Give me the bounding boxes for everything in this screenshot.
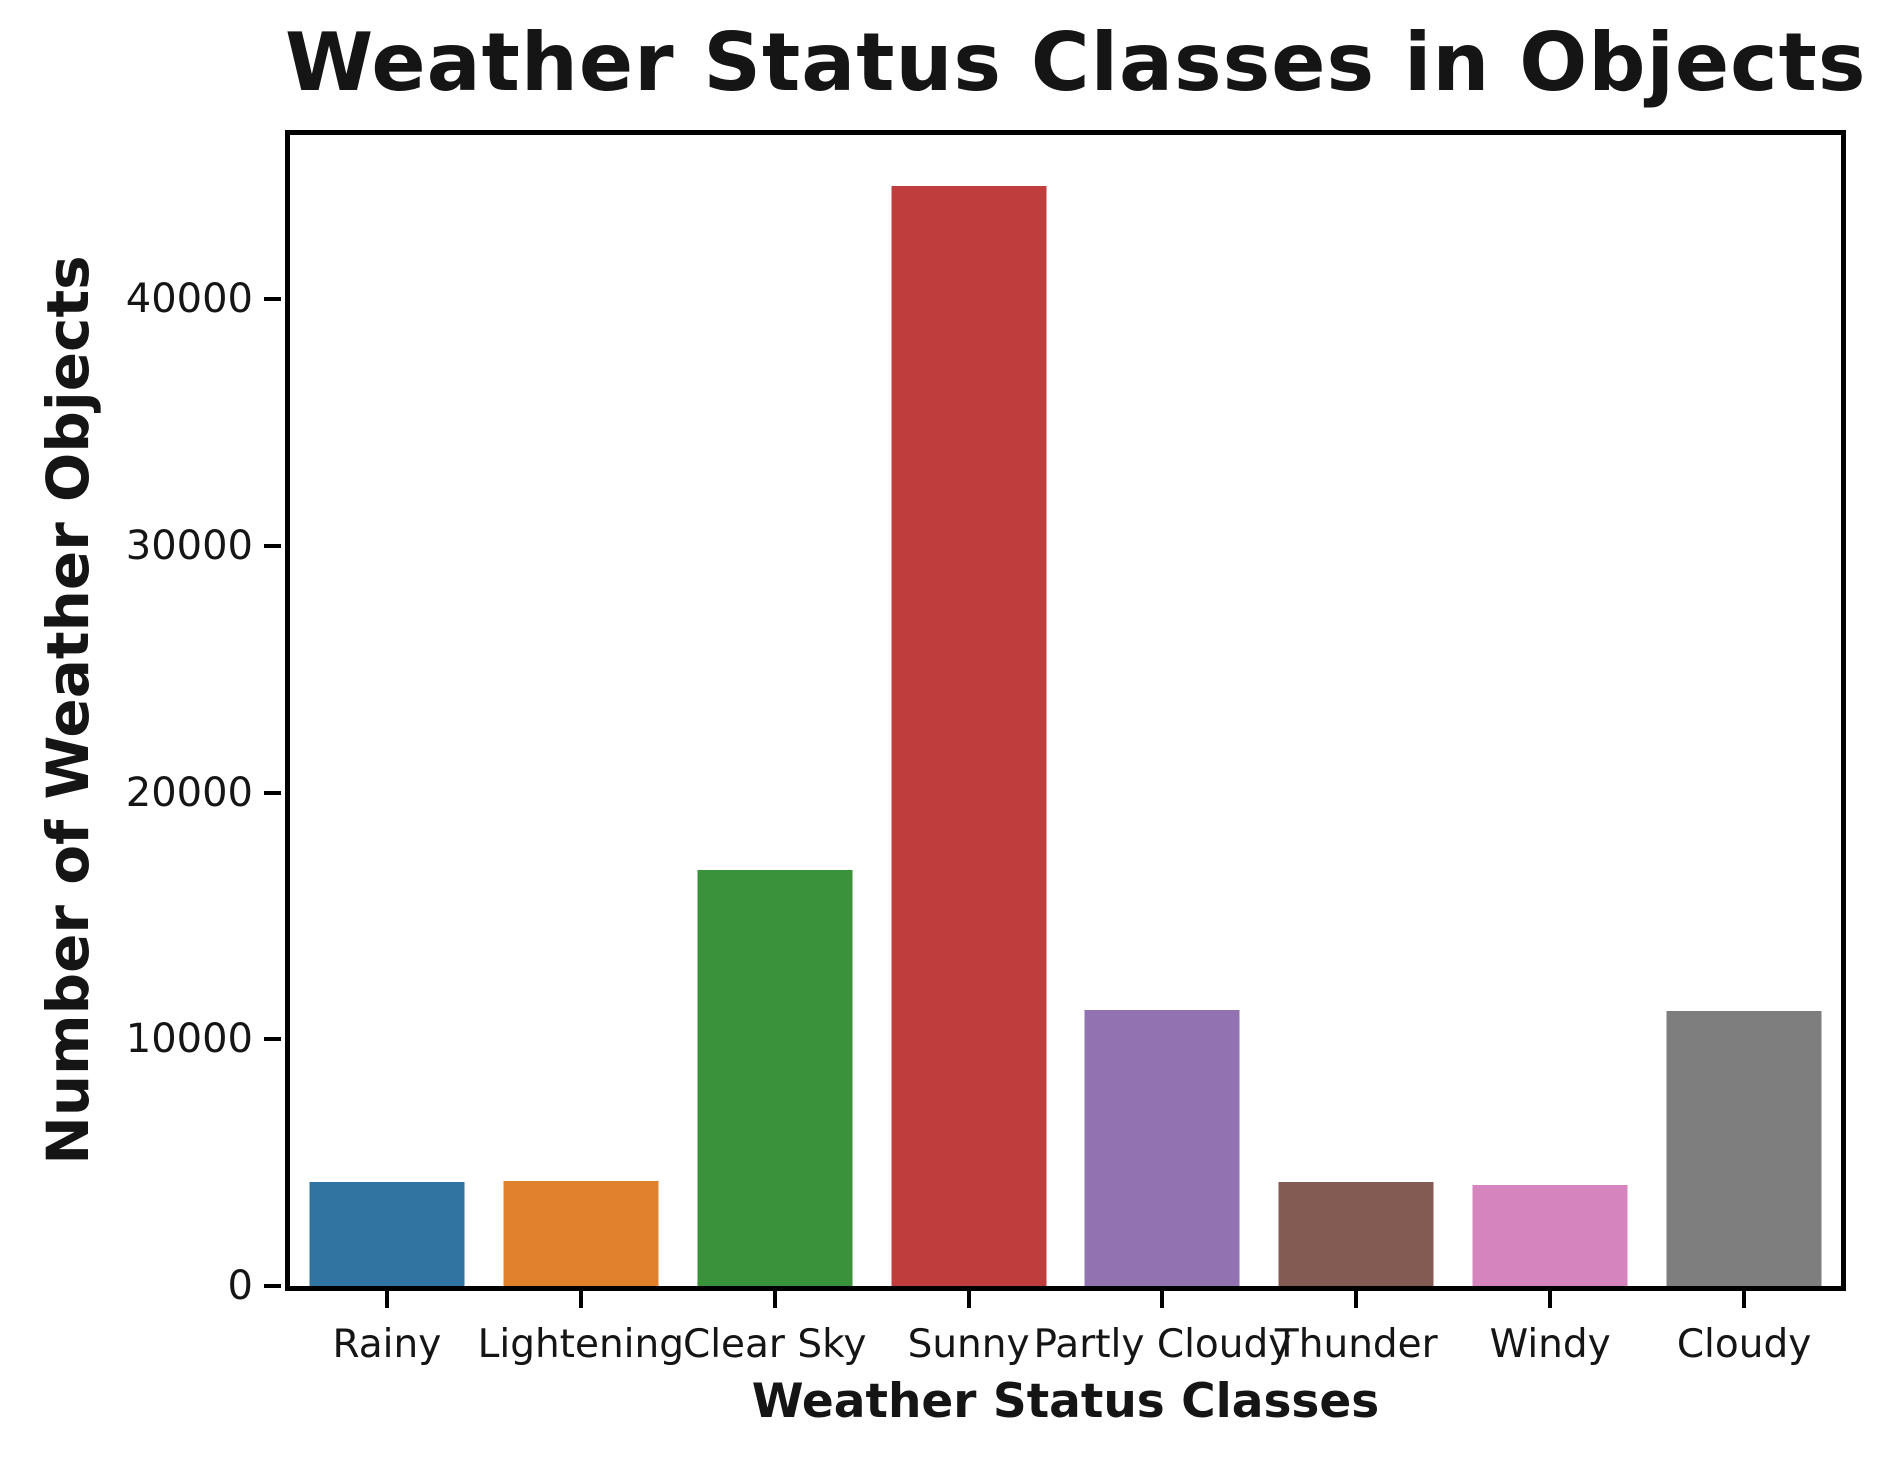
x-tick-mark xyxy=(578,1291,583,1308)
bar-thunder xyxy=(1278,1182,1434,1286)
x-tick-label-clear-sky: Clear Sky xyxy=(682,1322,867,1367)
y-tick-mark xyxy=(264,543,281,548)
x-tick-label-cloudy: Cloudy xyxy=(1676,1322,1812,1367)
bar-sunny xyxy=(891,185,1047,1286)
x-tick-label-partly-cloudy: Partly Cloudy xyxy=(1033,1322,1292,1367)
x-tick-mark xyxy=(384,1291,389,1308)
x-tick-mark xyxy=(1548,1291,1553,1308)
plot-area xyxy=(285,130,1846,1291)
y-tick-label: 10000 xyxy=(125,1016,253,1063)
chart-title: Weather Status Classes in Objects xyxy=(285,16,1867,109)
x-tick-mark xyxy=(1160,1291,1165,1308)
x-axis-label: Weather Status Classes xyxy=(751,1374,1380,1429)
y-tick-label: 30000 xyxy=(125,522,253,569)
y-axis-label: Number of Weather Objects xyxy=(34,255,102,1165)
x-tick-mark xyxy=(966,1291,971,1308)
bar-cloudy xyxy=(1666,1010,1822,1286)
x-tick-label-thunder: Thunder xyxy=(1274,1322,1438,1367)
y-tick-mark xyxy=(264,1284,281,1288)
bar-partly-cloudy xyxy=(1084,1009,1240,1286)
bars-layer xyxy=(290,135,1841,1286)
bar-windy xyxy=(1472,1185,1628,1286)
y-tick-mark xyxy=(264,790,281,795)
y-tick-label: 40000 xyxy=(125,276,253,323)
x-tick-mark xyxy=(1354,1291,1359,1308)
x-tick-label-windy: Windy xyxy=(1489,1322,1611,1367)
x-tick-label-sunny: Sunny xyxy=(907,1322,1030,1367)
y-tick-label: 20000 xyxy=(125,769,253,816)
x-tick-label-lightening: Lightening xyxy=(477,1322,684,1367)
bar-rainy xyxy=(309,1182,465,1286)
y-tick-mark xyxy=(264,297,281,302)
bar-lightening xyxy=(503,1181,659,1286)
y-tick-mark xyxy=(264,1037,281,1042)
x-tick-mark xyxy=(772,1291,777,1308)
bar-clear-sky xyxy=(697,870,853,1286)
x-tick-label-rainy: Rainy xyxy=(332,1322,442,1367)
x-tick-mark xyxy=(1742,1291,1747,1308)
y-tick-label: 0 xyxy=(227,1263,253,1309)
